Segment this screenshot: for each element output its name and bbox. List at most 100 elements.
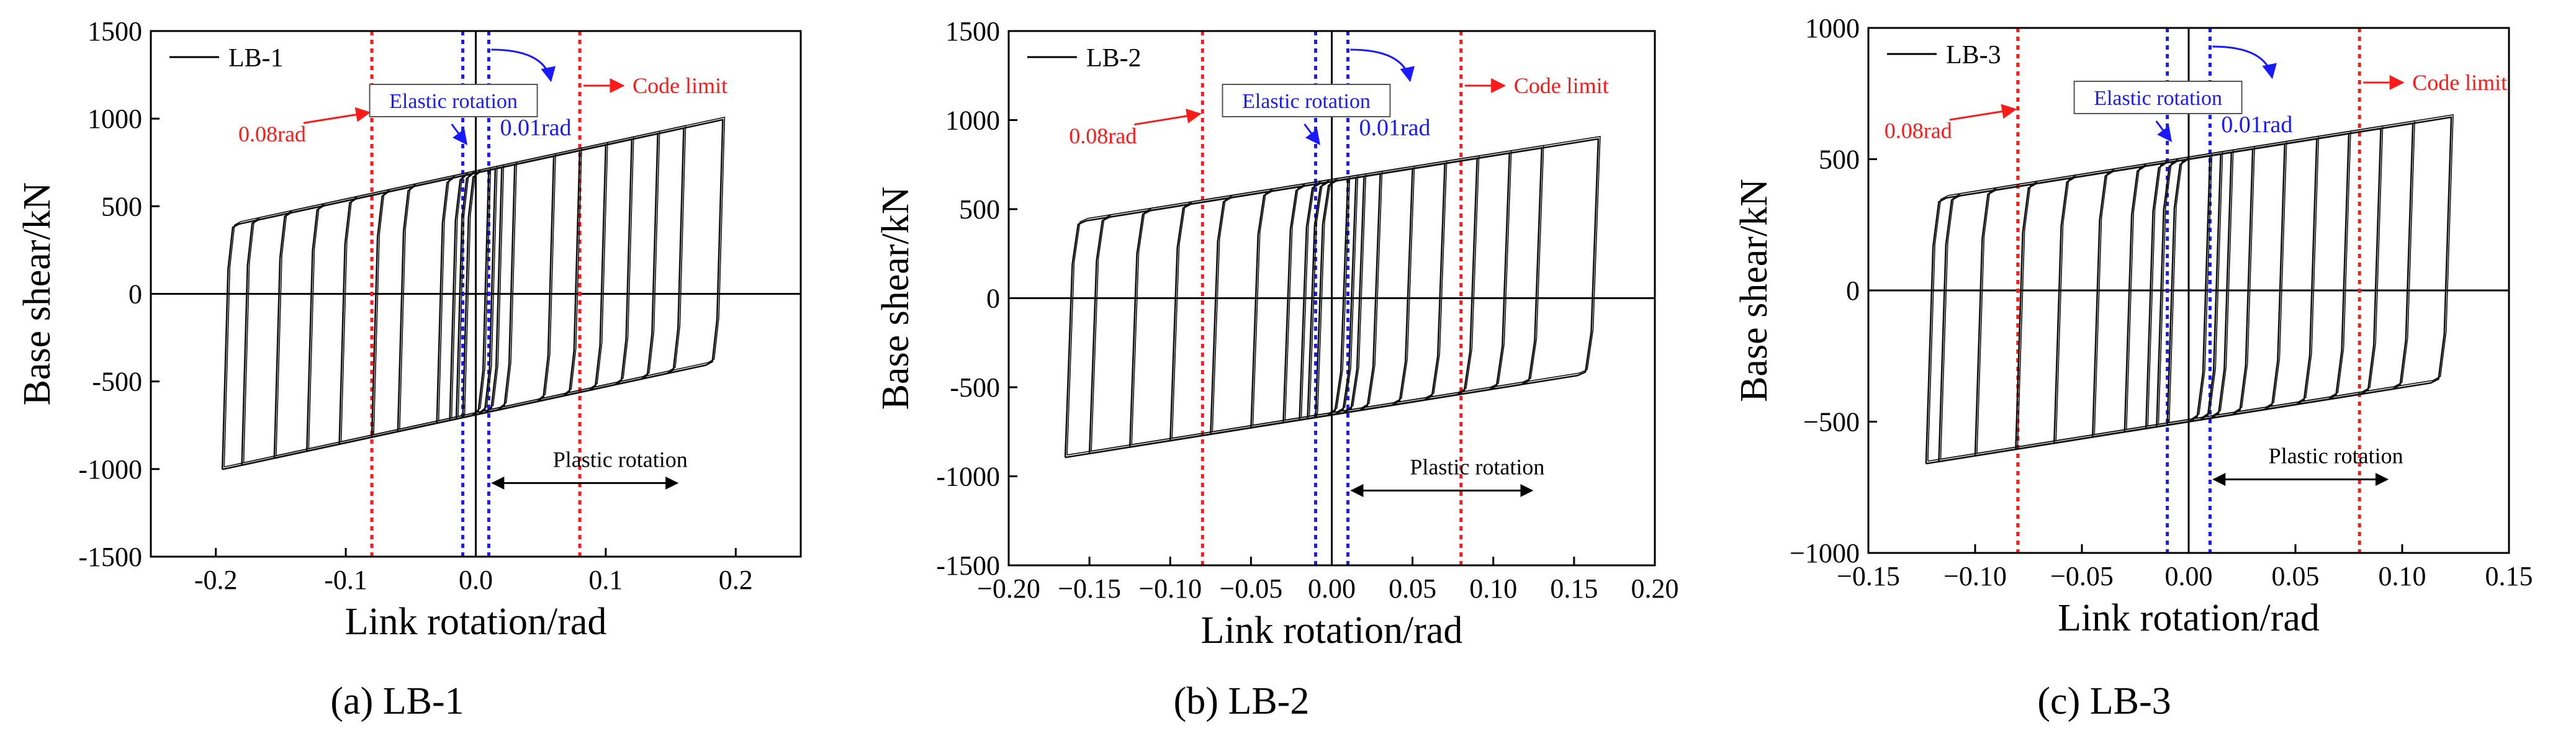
annotation-0-08rad: 0.08rad	[1069, 123, 1137, 148]
arrow-elastic	[451, 123, 467, 145]
hysteresis-series	[1064, 135, 1601, 459]
arrow-0-01rad	[491, 48, 556, 83]
elastic-rotation-box	[1222, 84, 1391, 117]
chart-panel-b: −0.20 −0.15 −0.10 −0.05 0.00 0.05 0.10 0.15 0.20…	[875, 16, 1679, 722]
y-tick-label: 1000	[88, 104, 142, 134]
x-tick-label: -0.2	[194, 565, 238, 595]
hysteresis-series	[1925, 114, 2454, 465]
chart-panel-a: -0.2 -0.1 0.0 0.1 0.2 -1500 -1000 -500 0 500 1000 1…	[16, 16, 802, 722]
hysteresis-loop	[1317, 176, 1351, 416]
x-tick-label: −0.05	[2050, 561, 2114, 591]
x-tick-label: 0.15	[1550, 573, 1598, 604]
caption-letter: (b)	[1174, 680, 1218, 722]
arrow-0-01rad	[1350, 48, 1415, 83]
caption-label: LB-3	[2080, 680, 2171, 722]
caption-label: LB-2	[1218, 680, 1309, 722]
arrow-0-08rad	[1134, 109, 1202, 126]
annotation-0-01rad: 0.01rad	[2221, 112, 2292, 138]
legend-label: LB-2	[1086, 44, 1142, 73]
legend-label: LB-3	[1946, 41, 2001, 70]
y-tick-label: 500	[1819, 145, 1860, 175]
hysteresis-loop	[221, 119, 724, 470]
chart-panels: -0.2 -0.1 0.0 0.1 0.2 -1500 -1000 -500 0 500 1000 1…	[16, 13, 2533, 722]
y-tick-label: 1500	[945, 16, 1000, 47]
y-tick-label: −500	[1803, 407, 1860, 438]
hysteresis-series	[221, 116, 726, 470]
x-tick-label: 0.00	[1308, 573, 1356, 604]
panel-caption: (b) LB-2	[1174, 680, 1310, 722]
hysteresis-loop	[1284, 171, 1383, 421]
annotation-elastic-rotation: Elastic rotation	[389, 90, 518, 113]
legend-label: LB-1	[228, 44, 284, 73]
x-tick-label: 0.0	[459, 565, 493, 595]
hysteresis-loop	[464, 167, 492, 416]
annotation-plastic-rotation: Plastic rotation	[2269, 444, 2403, 469]
hysteresis-loop	[306, 138, 633, 452]
y-tick-label: 0	[128, 279, 142, 310]
hysteresis-loop	[1938, 122, 2414, 463]
y-axis-label: Base shear/kN	[16, 182, 58, 406]
x-axis-label: Link rotation/rad	[2058, 597, 2320, 639]
x-tick-label: 0.2	[719, 565, 753, 595]
y-tick-label: -1000	[78, 454, 142, 485]
x-axis-label: Link rotation/rad	[1201, 609, 1463, 652]
hysteresis-loop	[399, 153, 556, 430]
y-axis-label: Base shear/kN	[875, 187, 917, 410]
x-tick-label: 0.10	[2379, 561, 2426, 591]
hysteresis-loop	[1064, 138, 1600, 459]
y-tick-label: -1500	[78, 542, 142, 572]
y-tick-label: 0	[986, 284, 1000, 314]
y-tick-label: 1500	[88, 16, 142, 47]
hysteresis-loop	[308, 136, 634, 449]
y-tick-label: -500	[950, 372, 1000, 403]
annotation-plastic-rotation: Plastic rotation	[553, 447, 688, 472]
y-tick-label: -500	[92, 367, 142, 397]
hysteresis-loop	[1925, 116, 2452, 465]
caption-letter: (a)	[330, 680, 373, 722]
hysteresis-loop	[2094, 140, 2287, 435]
x-tick-label: −0.20	[977, 573, 1040, 604]
chart-panel-c: −0.15 −0.10 −0.05 0.00 0.05 0.10 0.15 −1000 −500…	[1733, 13, 2533, 722]
y-axis-label: Base shear/kN	[1733, 179, 1775, 402]
hysteresis-loop	[2126, 146, 2256, 430]
hysteresis-loop	[223, 116, 726, 468]
hysteresis-loop	[1066, 135, 1601, 456]
annotation-code-limit: Code limit	[1514, 73, 1609, 98]
hysteresis-loop	[1927, 114, 2454, 462]
x-tick-label: 0.15	[2485, 561, 2533, 591]
elastic-rotation-box	[2073, 81, 2243, 114]
y-tick-label: 0	[1846, 276, 1860, 306]
x-tick-label: -0.1	[324, 565, 367, 595]
y-tick-label: -1000	[936, 462, 1000, 492]
y-tick-label: −1000	[1790, 538, 1860, 568]
arrow-0-08rad	[1949, 104, 2017, 121]
x-tick-label: 0.05	[1389, 573, 1436, 604]
arrow-0-01rad	[2212, 45, 2277, 79]
x-tick-label: −0.10	[1138, 573, 1202, 604]
y-tick-label: 1000	[945, 105, 1000, 136]
x-tick-label: −0.15	[1837, 561, 1900, 591]
y-tick-label: 500	[959, 194, 1000, 225]
caption-label: LB-1	[373, 680, 464, 722]
arrow-elastic	[1304, 123, 1320, 145]
annotation-code-limit: Code limit	[633, 73, 727, 98]
x-tick-label: 0.20	[1631, 573, 1679, 604]
annotation-code-limit: Code limit	[2412, 70, 2507, 95]
arrow-elastic	[2155, 120, 2173, 142]
caption-letter: (c)	[2037, 680, 2080, 722]
annotation-0-01rad: 0.01rad	[500, 115, 571, 141]
x-tick-label: 0.05	[2272, 561, 2320, 591]
arrow-0-08rad	[303, 107, 371, 124]
annotation-plastic-rotation: Plastic rotation	[1410, 454, 1544, 479]
elastic-rotation-box	[369, 84, 538, 117]
annotation-elastic-rotation: Elastic rotation	[1242, 90, 1371, 113]
x-tick-label: 0.10	[1469, 573, 1517, 604]
x-tick-label: 0.00	[2165, 561, 2213, 591]
annotation-0-08rad: 0.08rad	[1885, 119, 1952, 143]
panel-caption: (c) LB-3	[2037, 680, 2171, 722]
annotation-0-08rad: 0.08rad	[238, 122, 306, 146]
annotation-0-01rad: 0.01rad	[1359, 115, 1431, 141]
hysteresis-loop	[340, 141, 608, 442]
hysteresis-loop	[1171, 155, 1480, 439]
